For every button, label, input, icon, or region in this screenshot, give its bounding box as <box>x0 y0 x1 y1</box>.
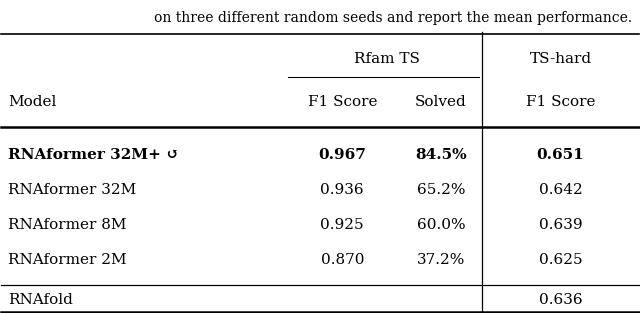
Text: 0.870: 0.870 <box>321 253 364 267</box>
Text: Solved: Solved <box>415 95 467 109</box>
Text: 60.0%: 60.0% <box>417 218 465 232</box>
Text: 0.636: 0.636 <box>539 293 582 307</box>
Text: F1 Score: F1 Score <box>308 95 377 109</box>
Text: RNAformer 32M+ ↺: RNAformer 32M+ ↺ <box>8 148 179 162</box>
Text: 0.651: 0.651 <box>537 148 584 162</box>
Text: 0.967: 0.967 <box>318 148 366 162</box>
Text: 65.2%: 65.2% <box>417 183 465 197</box>
Text: 37.2%: 37.2% <box>417 253 465 267</box>
Text: 0.936: 0.936 <box>321 183 364 197</box>
Text: RNAformer 8M: RNAformer 8M <box>8 218 126 232</box>
Text: 0.625: 0.625 <box>539 253 582 267</box>
Text: RNAformer 32M: RNAformer 32M <box>8 183 136 197</box>
Text: 0.639: 0.639 <box>539 218 582 232</box>
Text: RNAfold: RNAfold <box>8 293 72 307</box>
Text: F1 Score: F1 Score <box>526 95 595 109</box>
Text: TS-hard: TS-hard <box>529 52 591 66</box>
Text: on three different random seeds and report the mean performance.: on three different random seeds and repo… <box>154 11 632 25</box>
Text: Rfam TS: Rfam TS <box>354 52 420 66</box>
Text: Model: Model <box>8 95 56 109</box>
Text: 0.925: 0.925 <box>321 218 364 232</box>
Text: RNAformer 2M: RNAformer 2M <box>8 253 126 267</box>
Text: 0.642: 0.642 <box>539 183 582 197</box>
Text: 84.5%: 84.5% <box>415 148 467 162</box>
